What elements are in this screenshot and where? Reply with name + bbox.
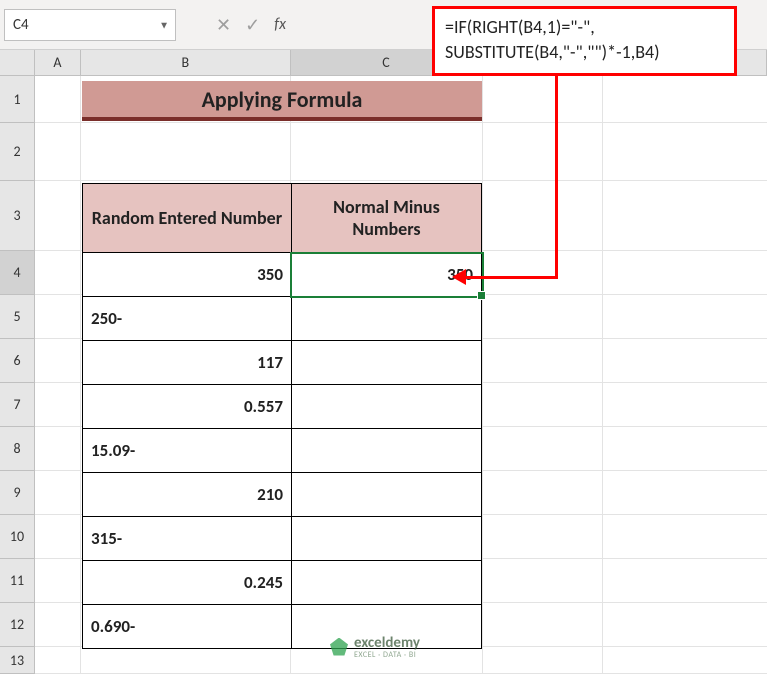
row-header-13[interactable]: 13	[0, 647, 35, 674]
cell-C9[interactable]	[291, 473, 482, 517]
table-row: 250-	[82, 297, 482, 341]
row-headers: 1 2 3 4 5 6 7 8 9 10 11 12 13	[0, 76, 35, 674]
cell-C11[interactable]	[291, 561, 482, 605]
col-header-normal: Normal Minus Numbers	[291, 183, 482, 253]
spreadsheet-grid: A B C D E 1 2 3 4 5 6 7 8 9 10 11 12 13	[0, 50, 767, 674]
formula-callout-line1: =IF(RIGHT(B4,1)="-",	[445, 15, 724, 40]
cell-C7[interactable]	[291, 385, 482, 429]
formula-callout-line2: SUBSTITUTE(B4,"-","")*-1,B4)	[445, 40, 724, 65]
formula-callout: =IF(RIGHT(B4,1)="-", SUBSTITUTE(B4,"-","…	[432, 6, 737, 76]
cell-C8[interactable]	[291, 429, 482, 473]
row-header-2[interactable]: 2	[0, 123, 35, 181]
row-header-12[interactable]: 12	[0, 603, 35, 647]
row-header-4[interactable]: 4	[0, 251, 35, 295]
table-row: 117	[82, 341, 482, 385]
cell-B6[interactable]: 117	[82, 341, 291, 385]
name-box-value: C4	[13, 16, 29, 34]
cell-C5[interactable]	[291, 297, 482, 341]
cell-B4[interactable]: 350	[82, 253, 291, 297]
cell-B10[interactable]: 315-	[82, 517, 291, 561]
cell-C10[interactable]	[291, 517, 482, 561]
cell-B11[interactable]: 0.245	[82, 561, 291, 605]
table-row: 315-	[82, 517, 482, 561]
watermark-logo-icon	[330, 638, 348, 656]
table-row: 0.690-	[82, 605, 482, 649]
cell-B12[interactable]: 0.690-	[82, 605, 291, 649]
title-text: Applying Formula	[202, 86, 363, 113]
row-header-3[interactable]: 3	[0, 181, 35, 251]
name-box[interactable]: C4 ▼	[4, 9, 176, 41]
row-header-10[interactable]: 10	[0, 515, 35, 559]
callout-arrow-horizontal	[466, 276, 558, 279]
watermark: exceldemy EXCEL · DATA · BI	[330, 633, 420, 660]
cell-C6[interactable]	[291, 341, 482, 385]
row-header-5[interactable]: 5	[0, 295, 35, 339]
table-row: 15.09-	[82, 429, 482, 473]
cancel-icon[interactable]: ✕	[216, 14, 231, 36]
formula-bar-controls: ✕ ✓ fx	[216, 14, 286, 36]
watermark-tagline: EXCEL · DATA · BI	[354, 650, 420, 660]
table-row: 0.557	[82, 385, 482, 429]
row-header-7[interactable]: 7	[0, 383, 35, 427]
table-row: 0.245	[82, 561, 482, 605]
row-header-9[interactable]: 9	[0, 471, 35, 515]
cell-B7[interactable]: 0.557	[82, 385, 291, 429]
table-row: 210	[82, 473, 482, 517]
col-header-B[interactable]: B	[81, 50, 291, 75]
row-header-1[interactable]: 1	[0, 76, 35, 123]
data-table-header: Random Entered Number Normal Minus Numbe…	[82, 183, 482, 253]
name-box-dropdown-icon[interactable]: ▼	[159, 18, 169, 31]
cells-area[interactable]: Applying Formula Random Entered Number N…	[35, 76, 767, 674]
select-all-corner[interactable]	[0, 50, 35, 75]
col-header-random: Random Entered Number	[82, 183, 291, 253]
row-header-11[interactable]: 11	[0, 559, 35, 603]
cell-B5[interactable]: 250-	[82, 297, 291, 341]
row-header-8[interactable]: 8	[0, 427, 35, 471]
callout-arrowhead-icon	[452, 269, 466, 285]
row-header-6[interactable]: 6	[0, 339, 35, 383]
cell-B9[interactable]: 210	[82, 473, 291, 517]
enter-icon[interactable]: ✓	[245, 14, 260, 36]
cell-B8[interactable]: 15.09-	[82, 429, 291, 473]
data-table: Random Entered Number Normal Minus Numbe…	[82, 183, 482, 649]
table-row: 350 350	[82, 253, 482, 297]
col-header-A[interactable]: A	[35, 50, 81, 75]
callout-arrow-vertical	[555, 68, 558, 278]
title-banner: Applying Formula	[82, 81, 482, 121]
fx-icon[interactable]: fx	[274, 15, 286, 34]
